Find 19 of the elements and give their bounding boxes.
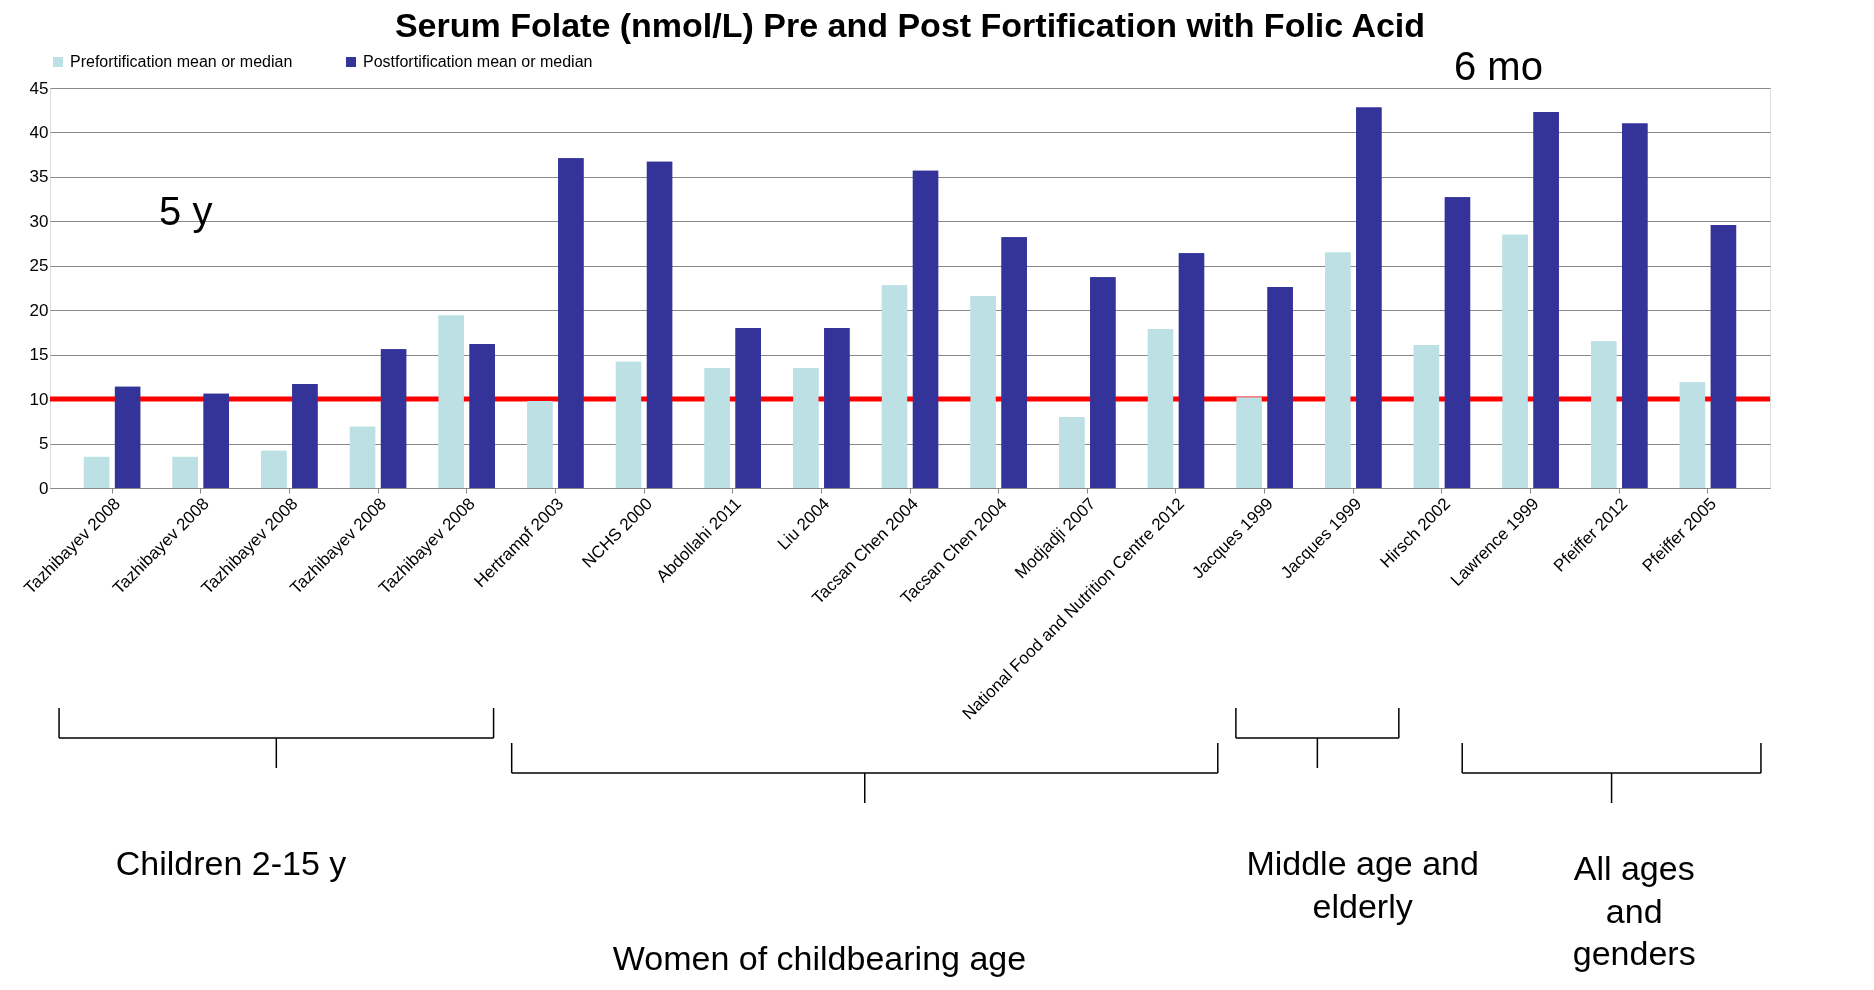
y-tick-label: 15	[29, 345, 49, 365]
y-tick-label: 25	[29, 256, 49, 276]
annotation: 5 y	[159, 189, 213, 233]
y-tick-label: 20	[29, 300, 49, 320]
text: 6 mo	[1453, 44, 1543, 88]
y-tick-label: 30	[29, 211, 49, 231]
legend-label: Postfortification mean or median	[363, 53, 593, 70]
chart-title: Serum Folate (nmol/L) Pre and Post Fortification with Folic Acid	[394, 6, 1426, 44]
y-tick-label: 10	[29, 389, 49, 409]
y-tick-label: 5	[39, 434, 49, 454]
text: Children 2-15 y	[115, 844, 347, 882]
legend-label: Prefortification mean or median	[70, 53, 293, 70]
y-tick-label: 45	[29, 78, 49, 98]
text: Women of childbearing age	[612, 939, 1027, 977]
y-tick-label: 35	[29, 167, 49, 187]
y-tick-label: 0	[39, 478, 49, 498]
y-tick-label: 40	[29, 122, 49, 142]
text: All ages and genders	[1572, 849, 1696, 972]
text: Middle age and elderly	[1246, 844, 1479, 925]
